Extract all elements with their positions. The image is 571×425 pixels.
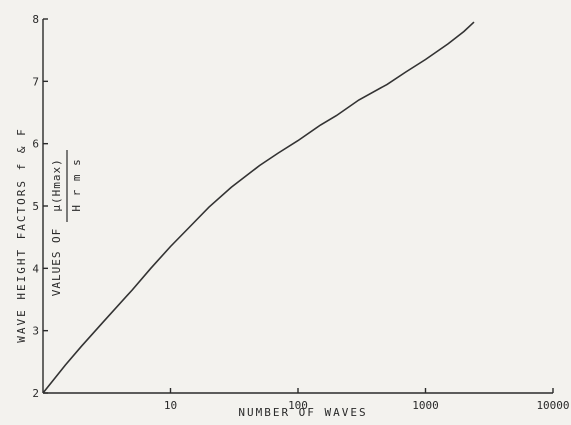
x-tick-label: 10: [164, 399, 177, 412]
y-axis-label: WAVE HEIGHT FACTORS f & F: [15, 127, 28, 343]
ticks: 2 3 4 5 6 7 8 10 100 1000 10000: [32, 13, 569, 412]
y-tick-label: 5: [32, 200, 39, 213]
x-tick-label: 10000: [536, 399, 569, 412]
y-axis-label-2-prefix: VALUES OF: [50, 228, 63, 297]
axes: [42, 19, 553, 394]
y-tick-label: 8: [32, 13, 39, 26]
y-axis-label-2-numerator: μ(Hmax): [50, 158, 63, 211]
y-tick-label: 4: [32, 262, 39, 275]
y-tick-label: 2: [32, 387, 39, 400]
x-tick-label: 1000: [412, 399, 439, 412]
y-tick-label: 3: [32, 325, 39, 338]
y-tick-label: 7: [32, 75, 39, 88]
x-axis-label: NUMBER OF WAVES: [238, 406, 367, 419]
x-tick-label: 100: [288, 399, 308, 412]
y-axis-label-2-denominator: H r m s: [70, 158, 83, 211]
series-line: [42, 21, 475, 394]
y-tick-label: 6: [32, 138, 39, 151]
